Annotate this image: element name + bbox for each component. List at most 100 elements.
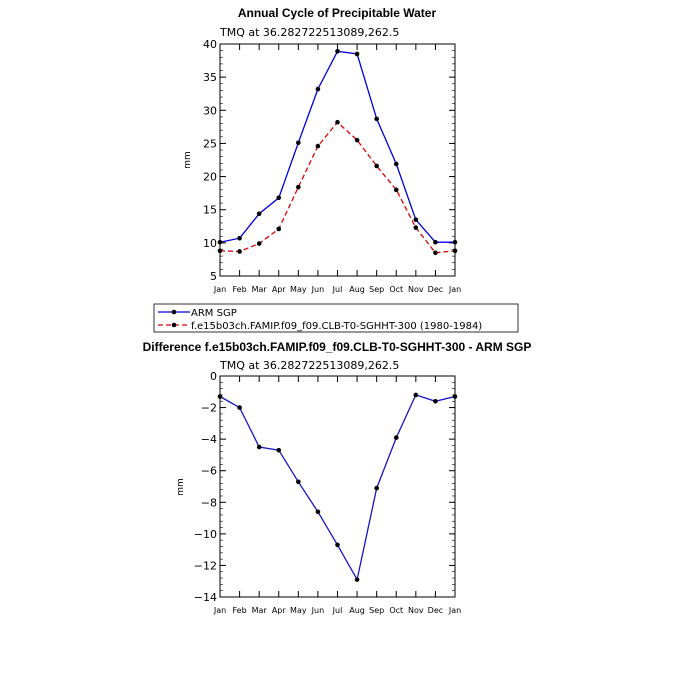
x-tick-label: May <box>290 285 307 294</box>
chart-subtitle: TMQ at 36.282722513089,262.5 <box>219 26 399 39</box>
data-point <box>315 143 321 149</box>
data-point <box>335 542 340 548</box>
y-tick-label: 40 <box>203 38 217 51</box>
y-tick-label: 20 <box>203 171 217 184</box>
data-point <box>452 394 458 399</box>
x-tick-label: Aug <box>349 285 365 294</box>
data-point <box>256 211 262 216</box>
x-tick-label: Aug <box>349 606 365 615</box>
x-tick-label: Jan <box>448 285 461 294</box>
series-line-1 <box>219 121 456 254</box>
y-tick-label: 30 <box>203 104 217 117</box>
data-point <box>413 225 419 230</box>
y-tick-label: 5 <box>210 270 217 283</box>
x-tick-label: Dec <box>428 606 443 615</box>
y-tick-label: −4 <box>201 433 217 446</box>
data-point <box>296 479 301 485</box>
chart-title: Difference f.e15b03ch.FAMIP.f09_f09.CLB-… <box>143 340 532 354</box>
data-point <box>374 485 379 491</box>
legend-label-arm-sgp: ARM SGP <box>191 308 237 319</box>
data-point <box>217 248 223 254</box>
x-tick-label: Oct <box>389 285 403 294</box>
data-point <box>276 195 282 201</box>
y-tick-label: 15 <box>203 204 217 217</box>
legend-label-model: f.e15b03ch.FAMIP.f09_f09.CLB-T0-SGHHT-30… <box>191 321 482 332</box>
x-tick-label: Feb <box>232 285 246 294</box>
y-tick-label: 0 <box>210 370 217 383</box>
data-point <box>433 239 438 245</box>
data-point <box>256 241 262 246</box>
data-point <box>354 577 360 582</box>
y-tick-label: −8 <box>201 496 217 509</box>
legend-marker-model <box>171 322 177 328</box>
data-point <box>354 51 360 57</box>
data-point <box>296 140 301 146</box>
y-tick-label: 10 <box>203 237 217 250</box>
data-point <box>237 249 242 254</box>
data-point <box>256 444 262 450</box>
x-tick-label: Nov <box>408 285 424 294</box>
data-point <box>276 447 282 453</box>
y-tick-label: 25 <box>203 137 217 150</box>
data-point <box>354 137 360 143</box>
y-tick-label: −14 <box>194 591 217 604</box>
series-line-0 <box>219 50 455 243</box>
x-tick-label: Apr <box>272 285 287 294</box>
data-point <box>315 509 321 515</box>
data-point <box>217 394 223 399</box>
data-point <box>374 163 379 169</box>
x-tick-label: Sep <box>369 606 384 615</box>
x-tick-label: Jun <box>311 606 325 615</box>
x-tick-label: Jul <box>332 285 343 294</box>
y-axis-label: mm <box>183 151 193 169</box>
y-tick-label: −10 <box>194 528 217 541</box>
data-point <box>335 119 340 125</box>
data-point <box>433 250 438 256</box>
data-point <box>276 226 282 232</box>
x-tick-label: Jul <box>332 606 343 615</box>
x-tick-label: Mar <box>252 285 268 294</box>
x-tick-label: Feb <box>232 606 246 615</box>
x-tick-label: Jan <box>213 285 226 294</box>
y-tick-label: −6 <box>201 465 217 478</box>
chart-subtitle: TMQ at 36.282722513089,262.5 <box>219 359 399 372</box>
plot-frame <box>219 375 456 598</box>
x-tick-label: Jan <box>448 606 461 615</box>
y-tick-label: −2 <box>201 402 217 415</box>
y-axis-label: mm <box>176 478 186 496</box>
difference-chart: Difference f.e15b03ch.FAMIP.f09_f09.CLB-… <box>143 340 532 615</box>
legend-marker-arm-sgp <box>171 309 177 315</box>
x-tick-label: Apr <box>272 606 287 615</box>
x-tick-label: Nov <box>408 606 424 615</box>
legend: ARM SGP f.e15b03ch.FAMIP.f09_f09.CLB-T0-… <box>153 303 519 333</box>
x-tick-label: Jun <box>311 285 325 294</box>
y-tick-label: −12 <box>194 559 217 572</box>
y-tick-label: 35 <box>203 71 217 84</box>
data-point <box>374 116 379 122</box>
x-tick-label: Mar <box>252 606 268 615</box>
data-point <box>335 48 340 54</box>
data-point <box>452 239 458 245</box>
data-point <box>393 187 399 193</box>
data-point <box>452 248 458 254</box>
data-point <box>237 235 242 241</box>
data-point <box>393 435 399 440</box>
data-point <box>413 217 419 222</box>
legend-box <box>153 303 519 333</box>
data-point <box>217 239 223 245</box>
x-tick-label: Sep <box>369 285 384 294</box>
x-tick-label: Jan <box>213 606 226 615</box>
series-line-0 <box>219 394 456 582</box>
data-point <box>393 161 399 167</box>
x-tick-label: Oct <box>389 606 403 615</box>
plot-frame <box>219 43 456 277</box>
data-point <box>296 184 301 190</box>
chart-title: Annual Cycle of Precipitable Water <box>238 6 437 20</box>
data-point <box>315 86 321 92</box>
data-point <box>237 405 242 410</box>
x-tick-label: Dec <box>428 285 443 294</box>
data-point <box>433 398 438 404</box>
data-point <box>413 392 419 398</box>
precipitable-water-cycle-chart: Annual Cycle of Precipitable Water TMQ a… <box>183 6 461 294</box>
